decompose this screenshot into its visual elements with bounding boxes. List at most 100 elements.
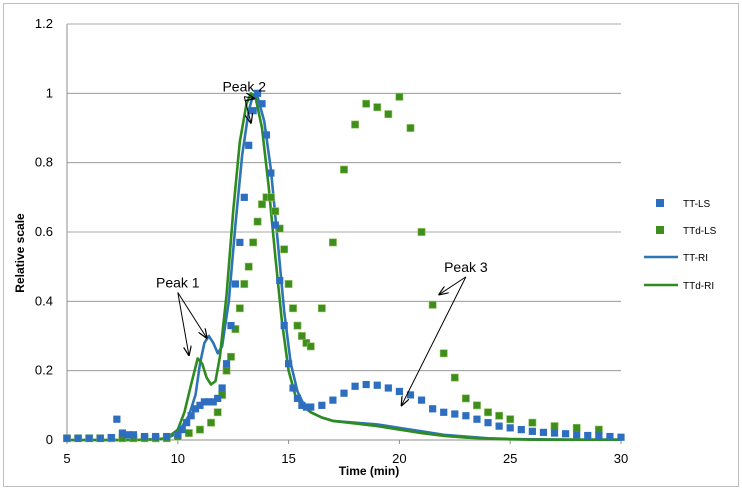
annotation-arrow	[177, 292, 189, 355]
point-tt-ls	[245, 141, 253, 149]
point-tt-ls	[113, 415, 121, 423]
point-tt-ls	[231, 280, 240, 288]
annotation-arrow	[244, 97, 254, 99]
y-tick-label: 0.8	[35, 155, 53, 170]
point-ttd-ls	[222, 366, 231, 375]
annotation-arrow	[439, 276, 467, 295]
annotation-arrow	[177, 292, 207, 337]
legend-marker	[656, 199, 664, 207]
point-ttd-ls	[439, 349, 448, 358]
point-ttd-ls	[395, 92, 404, 101]
chart-frame	[3, 3, 739, 487]
point-ttd-ls	[594, 425, 603, 434]
point-ttd-ls	[213, 408, 222, 417]
point-tt-ls	[517, 426, 525, 434]
point-tt-ls	[85, 434, 93, 442]
point-ttd-ls	[271, 207, 280, 216]
point-tt-ls	[271, 221, 279, 229]
point-ttd-ls	[227, 352, 235, 361]
annotation-arrow	[402, 276, 467, 405]
point-tt-ls	[187, 412, 195, 420]
point-ttd-ls	[428, 300, 437, 309]
point-ttd-ls	[266, 193, 275, 202]
legend-label: TTd-RI	[683, 281, 714, 292]
point-tt-ls	[429, 405, 437, 413]
point-tt-ls	[63, 434, 71, 442]
point-tt-ls	[584, 431, 592, 440]
series-line-ttd-ri	[67, 92, 621, 442]
point-tt-ls	[262, 131, 271, 139]
point-tt-ls	[440, 408, 448, 416]
legend-label: TT-LS	[683, 199, 711, 210]
point-tt-ls	[362, 380, 370, 389]
y-tick-label: 0.2	[35, 363, 53, 378]
point-tt-ls	[205, 398, 213, 406]
point-ttd-ls	[249, 238, 258, 247]
point-tt-ls	[129, 431, 138, 439]
point-ttd-ls	[235, 304, 244, 313]
y-axis-title: Relative scale	[13, 213, 27, 293]
point-tt-ls	[384, 384, 392, 392]
point-tt-ls	[550, 429, 559, 437]
point-tt-ls	[351, 382, 359, 390]
x-axis-title: Time (min)	[339, 464, 399, 478]
point-tt-ls	[214, 394, 222, 402]
point-ttd-ls	[384, 110, 393, 119]
y-tick-label: 0.6	[35, 224, 53, 239]
point-ttd-ls	[258, 200, 266, 209]
point-ttd-ls	[406, 124, 415, 132]
annotation-arrow	[243, 96, 251, 123]
point-tt-ls	[249, 107, 257, 115]
point-tt-ls	[573, 431, 581, 439]
point-tt-ls	[140, 432, 149, 441]
point-tt-ls	[183, 419, 191, 427]
point-tt-ls	[462, 412, 470, 420]
point-ttd-ls	[297, 332, 306, 340]
point-tt-ls	[302, 403, 310, 411]
point-tt-ls	[606, 432, 614, 441]
point-tt-ls	[298, 401, 306, 409]
point-tt-ls	[191, 405, 200, 413]
point-ttd-ls	[184, 429, 193, 437]
point-tt-ls	[152, 432, 160, 441]
point-tt-ls	[595, 432, 603, 440]
point-tt-ls	[174, 431, 182, 439]
point-tt-ls	[329, 396, 337, 404]
annotation-label: Peak 1	[156, 274, 200, 290]
point-tt-ls	[293, 394, 302, 402]
point-ttd-ls	[253, 217, 262, 226]
point-tt-ls	[218, 384, 226, 392]
x-tick-label: 5	[63, 451, 70, 466]
point-tt-ls	[395, 387, 403, 396]
point-ttd-ls	[196, 425, 204, 434]
point-tt-ls	[209, 398, 217, 406]
annotation-label: Peak 2	[222, 79, 266, 95]
legend: TT-LS TTd-LS TT-RI TTd-RI	[644, 199, 717, 292]
point-tt-ls	[289, 384, 297, 392]
series-line-tt-ri	[67, 93, 621, 442]
point-ttd-ls	[450, 373, 459, 382]
point-tt-ls	[118, 429, 126, 437]
y-tick-label: 0	[46, 432, 53, 447]
x-tick-label: 10	[171, 451, 185, 466]
point-tt-ls	[276, 276, 284, 285]
point-ttd-ls	[362, 99, 371, 108]
point-ttd-ls	[289, 304, 297, 313]
point-ttd-ls	[506, 415, 515, 424]
point-tt-ls	[258, 100, 266, 108]
point-tt-ls	[506, 424, 514, 432]
point-tt-ls	[107, 433, 115, 442]
point-tt-ls	[74, 434, 82, 442]
point-tt-ls	[285, 360, 293, 368]
point-tt-ls	[473, 415, 481, 423]
point-ttd-ls	[550, 422, 559, 431]
point-tt-ls	[96, 434, 104, 442]
point-tt-ls	[196, 401, 204, 409]
point-ttd-ls	[417, 228, 426, 236]
point-ttd-ls	[306, 342, 315, 351]
point-tt-ls	[240, 193, 248, 201]
annotations: Peak 2 Peak 1 Peak 3	[156, 79, 488, 406]
point-tt-ls	[222, 360, 231, 368]
point-ttd-ls	[244, 262, 253, 271]
